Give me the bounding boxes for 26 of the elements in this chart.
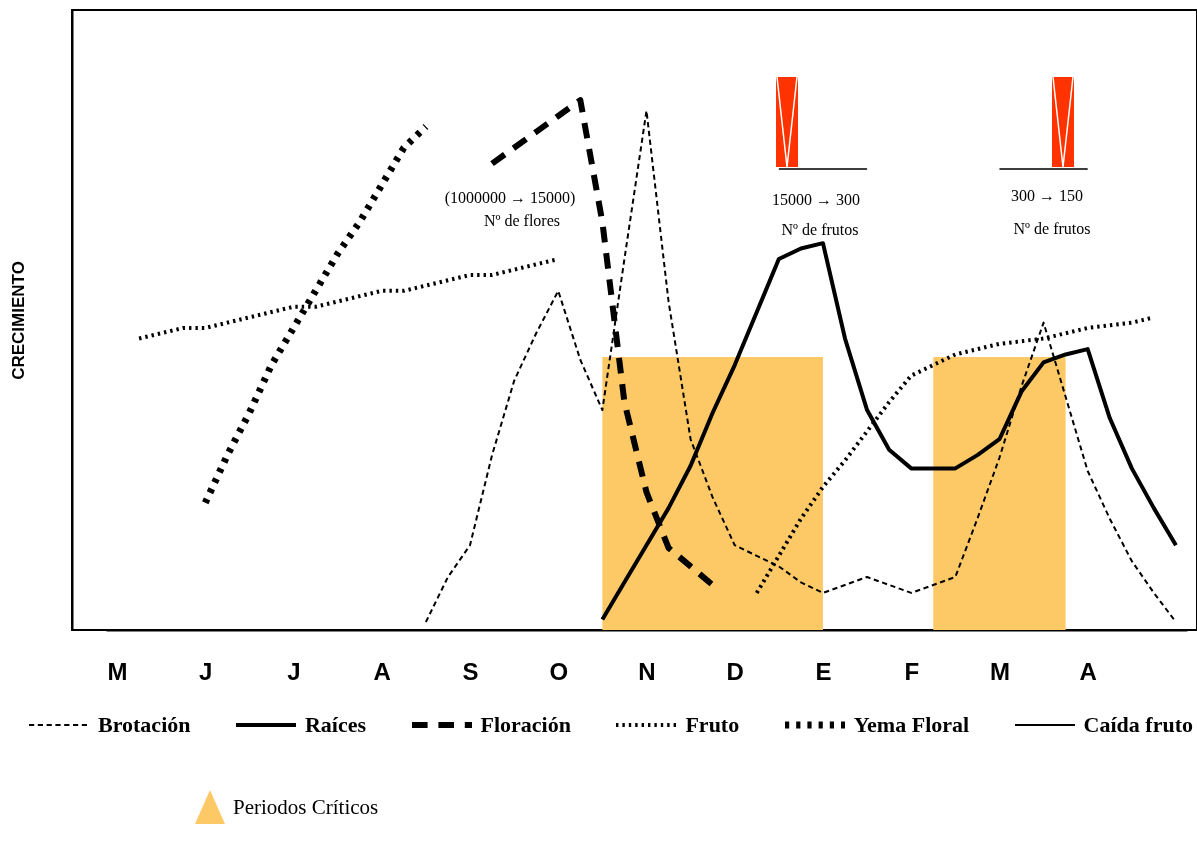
legend-label: Yema Floral [853, 712, 970, 738]
x-tick-label: A [1079, 657, 1097, 685]
annotation: Nº de flores [483, 212, 561, 230]
x-tick-label: N [638, 657, 656, 685]
annotation: Nº de frutos [781, 221, 859, 239]
x-tick-label: E [815, 657, 832, 685]
x-tick-label: F [904, 657, 920, 685]
legend-label: Fruto [685, 712, 740, 738]
x-tick-label: S [462, 657, 479, 685]
x-tick-label: J [287, 657, 301, 685]
legend-label: Periodos Críticos [233, 794, 379, 820]
x-tick-label: A [373, 657, 391, 685]
x-tick-label: J [199, 657, 213, 685]
x-tick-label: D [726, 657, 744, 685]
annotation: 15000 → 300 [772, 191, 860, 209]
legend-label: Floración [480, 712, 571, 738]
y-axis-title: CRECIMIENTO [8, 261, 28, 380]
annotation: 300 → 150 [1011, 187, 1083, 205]
x-tick-label: O [549, 657, 569, 685]
x-tick-label: M [989, 657, 1010, 685]
x-tick-label: M [107, 657, 128, 685]
annotation: (1000000 → 15000) [444, 189, 576, 207]
annotation: Nº de frutos [1013, 220, 1091, 238]
legend-label: Caída fruto [1083, 712, 1193, 738]
legend-label: Brotación [98, 712, 191, 738]
legend-label: Raíces [304, 712, 367, 738]
